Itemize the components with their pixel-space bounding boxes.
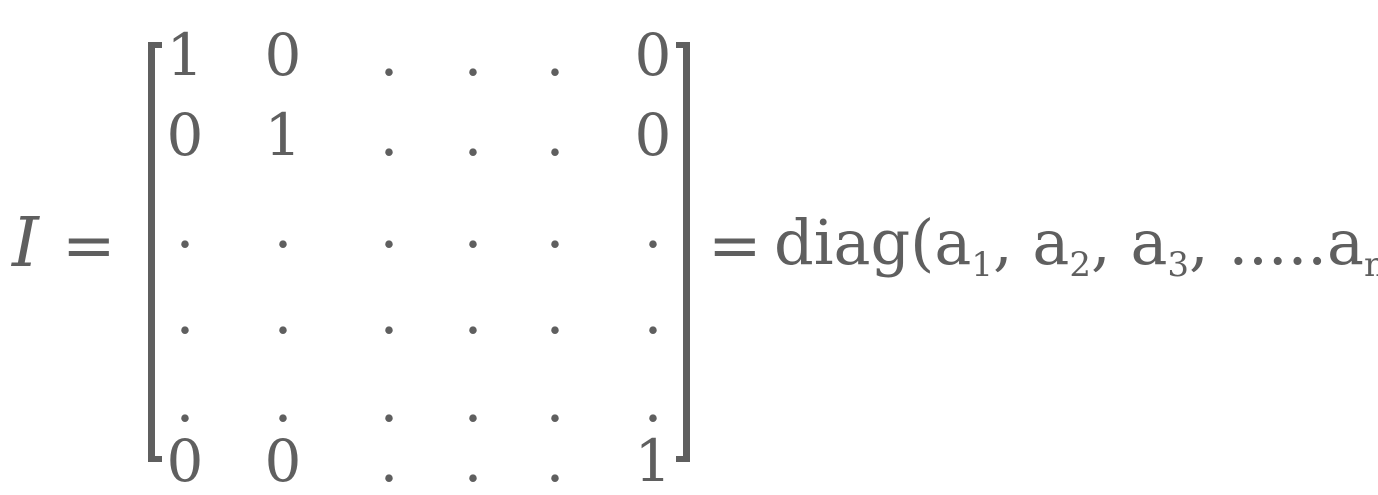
matrix-cell-r3-c6: . <box>643 193 663 261</box>
matrix-cell-r4-c4: . <box>463 279 483 347</box>
matrix-cell-r6-c2: 0 <box>264 427 302 495</box>
matrix-cell-r1-c4: . <box>463 21 483 89</box>
matrix-cell-r2-c4: . <box>463 101 483 169</box>
matrix-cell-r3-c4: . <box>463 193 483 261</box>
matrix-cell-r1-c5: . <box>545 21 565 89</box>
diag-separator-2: , <box>1091 206 1131 279</box>
matrix-cell-r5-c2: . <box>273 367 293 435</box>
matrix-cell-r3-c1: . <box>175 193 195 261</box>
matrix-cell-r6-c6: 1 <box>634 427 672 495</box>
matrix-cell-r5-c1: . <box>175 367 195 435</box>
matrix-cell-r5-c4: . <box>463 367 483 435</box>
matrix-cell-r5-c3: . <box>379 367 399 435</box>
equals-sign-right: = <box>708 209 762 283</box>
matrix-cell-r3-c3: . <box>379 193 399 261</box>
matrix-cell-r4-c1: . <box>175 279 195 347</box>
diag-arg-3-base: a <box>1130 206 1168 279</box>
diag-arg-3: a3 <box>1130 206 1189 283</box>
matrix-cell-r2-c5: . <box>545 101 565 169</box>
matrix-cell-r6-c1: 0 <box>166 427 204 495</box>
identity-symbol: I <box>12 204 39 283</box>
diag-arg-2: a2 <box>1032 206 1091 283</box>
diag-arg-n-base: a <box>1327 206 1364 279</box>
matrix-cell-r5-c5: . <box>545 367 565 435</box>
matrix-cell-r3-c2: . <box>273 193 293 261</box>
matrix-cell-r6-c5: . <box>545 427 565 495</box>
diag-arg-n-subscript: n <box>1363 245 1378 285</box>
matrix-cell-r4-c2: . <box>273 279 293 347</box>
matrix-cell-r4-c6: . <box>643 279 663 347</box>
matrix-cell-r1-c6: 0 <box>634 21 672 89</box>
diag-arg-n: an <box>1327 206 1378 283</box>
matrix-cell-r2-c2: 1 <box>264 101 302 169</box>
matrix-cell-r1-c2: 0 <box>264 21 302 89</box>
diag-ellipsis: ..... <box>1228 206 1328 279</box>
diag-open-paren: ( <box>910 206 935 279</box>
diag-separator-1: , <box>992 206 1033 279</box>
diag-arg-3-subscript: 3 <box>1167 245 1190 285</box>
matrix-cell-r3-c5: . <box>545 193 565 261</box>
matrix-cell-r6-c3: . <box>379 427 399 495</box>
matrix-cell-r5-c6: . <box>643 367 663 435</box>
matrix-cell-r1-c1: 1 <box>166 21 204 89</box>
diag-arg-1-subscript: 1 <box>971 245 993 285</box>
diag-arg-2-base: a <box>1032 206 1070 279</box>
equals-sign-left: = <box>62 209 116 283</box>
matrix-cell-r4-c3: . <box>379 279 399 347</box>
matrix-cell-r2-c3: . <box>379 101 399 169</box>
diag-separator-3: , <box>1189 206 1229 279</box>
diag-arg-1-base: a <box>934 206 972 279</box>
matrix-cell-r2-c6: 0 <box>634 101 672 169</box>
diag-arg-1: a1 <box>934 206 993 283</box>
matrix-cell-r1-c3: . <box>379 21 399 89</box>
matrix-left-bracket <box>148 42 162 462</box>
matrix-cell-r6-c4: . <box>463 427 483 495</box>
diag-expression: diag(a1, a2, a3, .....an) <box>774 212 1378 283</box>
matrix-right-bracket <box>676 42 690 462</box>
diag-arg-2-subscript: 2 <box>1069 245 1092 285</box>
matrix-cell-r2-c1: 0 <box>166 101 204 169</box>
diag-function-name: diag <box>774 206 911 279</box>
matrix-cell-r4-c5: . <box>545 279 565 347</box>
